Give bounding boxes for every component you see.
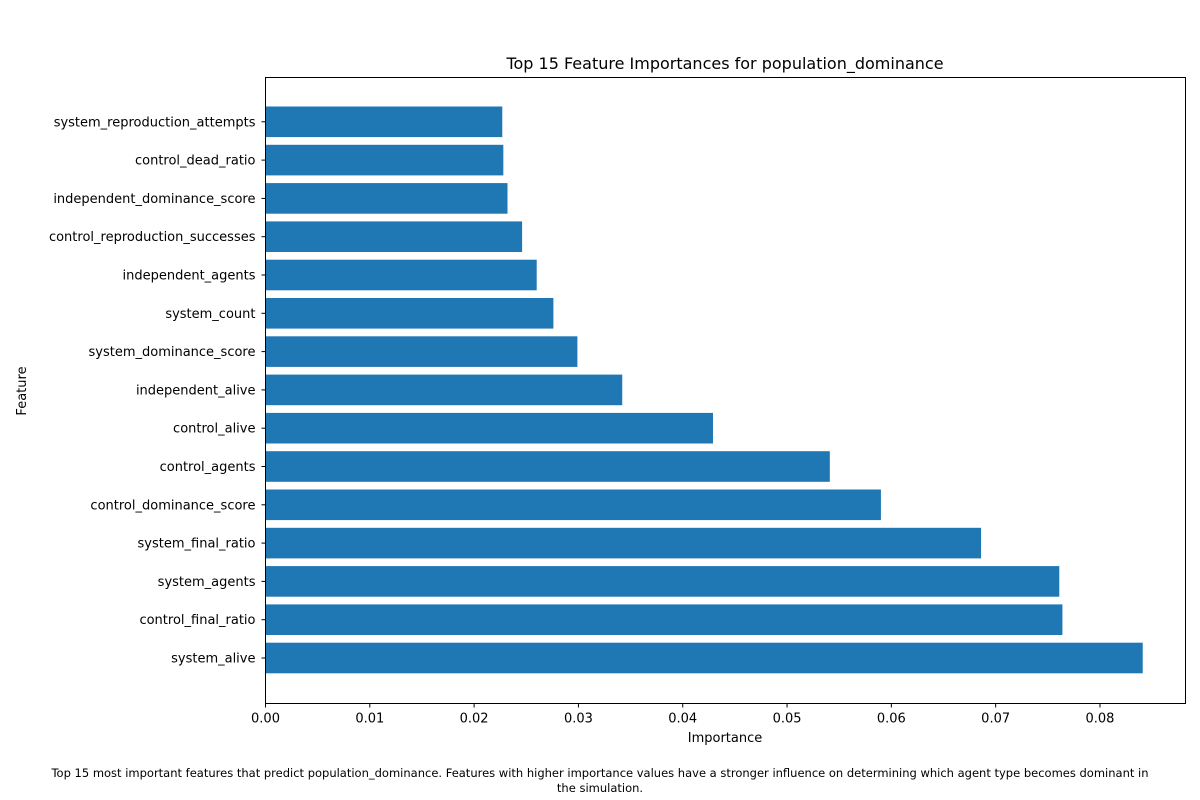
bar-control_dominance_score — [265, 489, 881, 521]
y-tick-label-control_dead_ratio: control_dead_ratio — [135, 154, 256, 169]
x-tick-label: 0.06 — [877, 712, 906, 727]
x-tick-label: 0.03 — [564, 712, 593, 727]
y-tick-label-system_dominance_score: system_dominance_score — [88, 345, 255, 360]
y-tick-label-independent_alive: independent_alive — [136, 383, 256, 398]
y-tick-label-control_final_ratio: control_final_ratio — [139, 613, 255, 628]
x-tick-label: 0.07 — [981, 712, 1010, 727]
bar-system_alive — [265, 642, 1143, 674]
chart-title: Top 15 Feature Importances for populatio… — [505, 54, 943, 74]
bar-system_count — [265, 298, 554, 329]
y-tick-label-control_agents: control_agents — [160, 460, 256, 475]
y-tick-label-system_reproduction_attempts: system_reproduction_attempts — [54, 115, 256, 130]
x-tick-label: 0.05 — [773, 712, 802, 727]
y-tick-label-system_alive: system_alive — [171, 652, 255, 667]
bar-system_reproduction_attempts — [265, 106, 503, 138]
bar-independent_agents — [265, 259, 537, 291]
x-tick-label: 0.08 — [1085, 712, 1114, 727]
bar-control_reproduction_successes — [265, 221, 523, 252]
x-tick-label: 0.00 — [251, 712, 280, 727]
x-tick-label: 0.01 — [355, 712, 384, 727]
y-tick-label-independent_agents: independent_agents — [122, 269, 255, 284]
y-tick-label-control_dominance_score: control_dominance_score — [90, 498, 255, 513]
bar-system_final_ratio — [265, 527, 982, 559]
bar-independent_alive — [265, 374, 623, 406]
x-tick-label: 0.04 — [668, 712, 697, 727]
plot-frame — [265, 77, 1186, 704]
bar-control_final_ratio — [265, 604, 1063, 635]
bars-group — [265, 106, 1143, 674]
y-tick-label-control_alive: control_alive — [173, 422, 255, 437]
x-axis-label: Importance — [688, 731, 763, 746]
bar-system_agents — [265, 566, 1060, 597]
bar-control_alive — [265, 412, 713, 444]
bar-control_dead_ratio — [265, 144, 504, 176]
y-axis-label: Feature — [15, 366, 30, 415]
caption-line-2: the simulation. — [556, 781, 644, 795]
bar-system_dominance_score — [265, 336, 578, 367]
y-tick-label-control_reproduction_successes: control_reproduction_successes — [49, 230, 256, 245]
y-axis-ticks: system_alive control_final_ratio system_ag… — [49, 115, 266, 667]
x-tick-label: 0.02 — [460, 712, 489, 727]
figure-caption: Top 15 most important features that pred… — [0, 766, 1200, 796]
y-tick-label-independent_dominance_score: independent_dominance_score — [53, 192, 255, 207]
y-tick-label-system_final_ratio: system_final_ratio — [138, 537, 256, 552]
y-tick-label-system_count: system_count — [165, 307, 255, 322]
bar-control_agents — [265, 451, 830, 482]
bar-independent_dominance_score — [265, 183, 508, 214]
x-axis-ticks: 0.00 0.01 0.02 0.03 0.04 0.05 0.06 0.07 0.08 — [251, 703, 1114, 727]
caption-line-1: Top 15 most important features that pred… — [51, 766, 1149, 780]
y-tick-label-system_agents: system_agents — [158, 575, 256, 590]
